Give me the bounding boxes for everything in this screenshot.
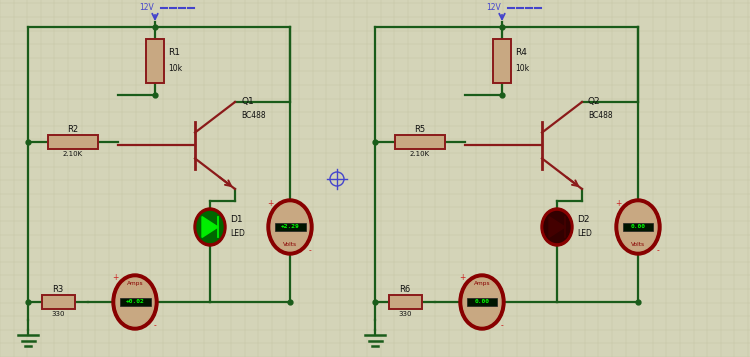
- Text: BC488: BC488: [588, 111, 613, 120]
- FancyBboxPatch shape: [466, 298, 497, 306]
- Text: LED: LED: [230, 229, 244, 238]
- Text: +2.29: +2.29: [280, 224, 299, 229]
- Text: -: -: [154, 322, 156, 331]
- Text: LED: LED: [577, 229, 592, 238]
- Text: Amps: Amps: [127, 282, 143, 287]
- FancyBboxPatch shape: [493, 39, 511, 83]
- Text: 0.00: 0.00: [475, 299, 490, 304]
- FancyBboxPatch shape: [48, 135, 98, 149]
- Text: Volts: Volts: [631, 242, 645, 247]
- FancyBboxPatch shape: [395, 135, 445, 149]
- Ellipse shape: [459, 274, 505, 330]
- Text: 330: 330: [398, 311, 412, 317]
- Text: R6: R6: [399, 285, 411, 294]
- Text: R2: R2: [68, 125, 79, 134]
- Text: -: -: [657, 246, 659, 256]
- Ellipse shape: [463, 278, 501, 326]
- Text: +: +: [112, 273, 118, 282]
- Text: Volts: Volts: [283, 242, 297, 247]
- Text: R1: R1: [168, 48, 180, 57]
- Polygon shape: [549, 217, 565, 237]
- Ellipse shape: [544, 211, 570, 242]
- Text: D1: D1: [230, 215, 243, 224]
- Polygon shape: [202, 217, 218, 237]
- Ellipse shape: [267, 199, 313, 255]
- Text: 12V: 12V: [486, 3, 501, 12]
- Text: -: -: [501, 322, 503, 331]
- Text: Amps: Amps: [474, 282, 490, 287]
- FancyBboxPatch shape: [146, 39, 164, 83]
- Text: 2.10K: 2.10K: [410, 151, 430, 157]
- FancyBboxPatch shape: [41, 295, 74, 309]
- FancyBboxPatch shape: [622, 223, 653, 231]
- FancyBboxPatch shape: [119, 298, 151, 306]
- Text: 2.10K: 2.10K: [63, 151, 83, 157]
- Text: R3: R3: [53, 285, 64, 294]
- Text: 330: 330: [51, 311, 64, 317]
- Text: R4: R4: [515, 48, 526, 57]
- Text: 0.00: 0.00: [631, 224, 646, 229]
- Text: 12V: 12V: [139, 3, 154, 12]
- Text: Q1: Q1: [241, 97, 254, 106]
- Ellipse shape: [116, 278, 154, 326]
- Text: D2: D2: [577, 215, 590, 224]
- Ellipse shape: [271, 203, 309, 251]
- Ellipse shape: [541, 208, 573, 246]
- Ellipse shape: [197, 211, 223, 242]
- Text: +0.02: +0.02: [125, 299, 144, 304]
- Ellipse shape: [619, 203, 657, 251]
- Text: R5: R5: [415, 125, 425, 134]
- Text: 10k: 10k: [168, 64, 182, 73]
- Text: +: +: [267, 198, 273, 207]
- FancyBboxPatch shape: [274, 223, 305, 231]
- Text: -: -: [309, 246, 311, 256]
- Text: +: +: [615, 198, 621, 207]
- Text: 10k: 10k: [515, 64, 529, 73]
- Ellipse shape: [112, 274, 158, 330]
- Ellipse shape: [194, 208, 226, 246]
- Text: +: +: [459, 273, 465, 282]
- Text: BC488: BC488: [241, 111, 266, 120]
- Text: Q2: Q2: [588, 97, 601, 106]
- Ellipse shape: [615, 199, 661, 255]
- FancyBboxPatch shape: [388, 295, 422, 309]
